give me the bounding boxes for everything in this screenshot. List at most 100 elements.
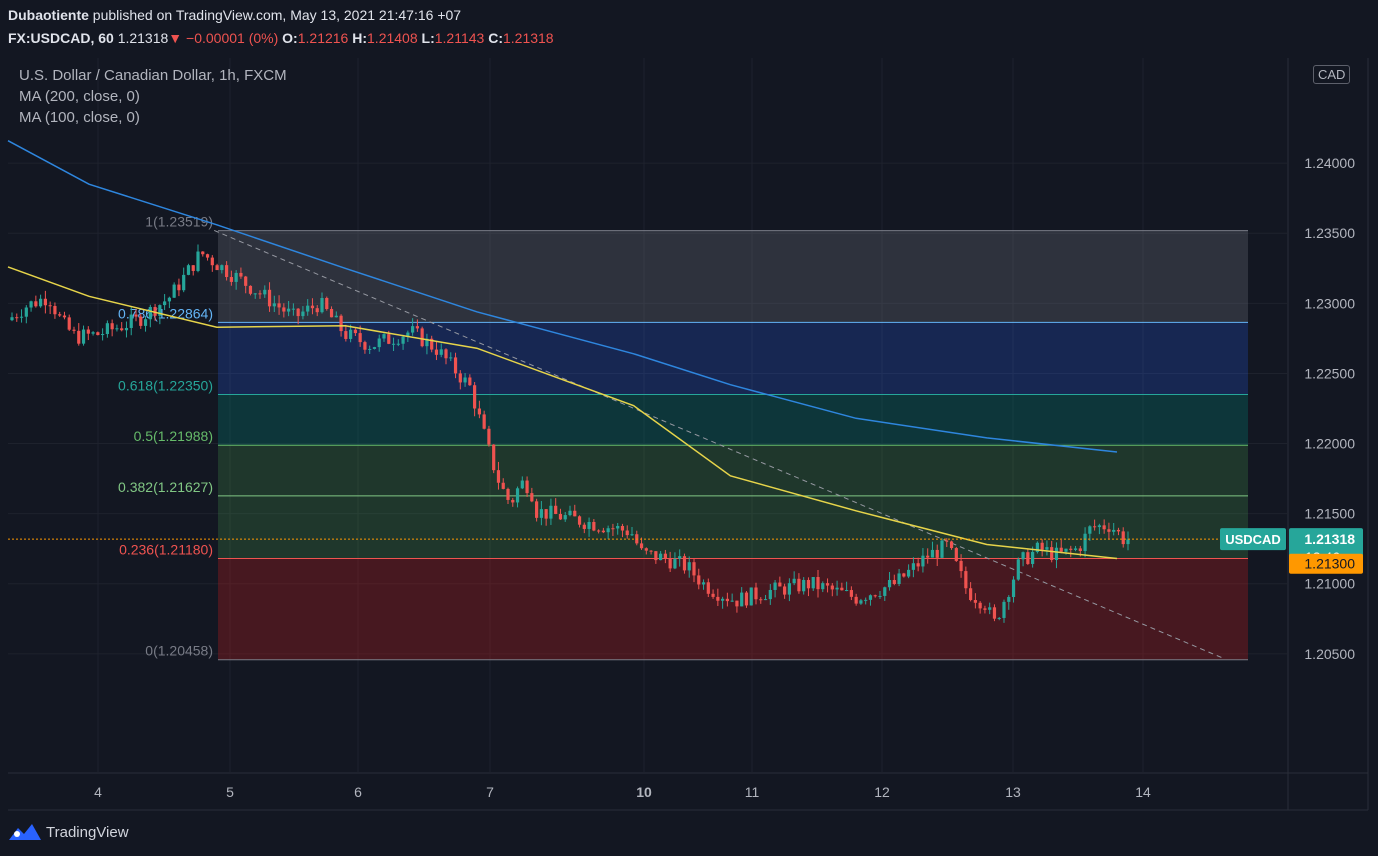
candle-body bbox=[887, 579, 892, 588]
price-tick-label: 1.22500 bbox=[1304, 365, 1355, 381]
candle-body bbox=[248, 285, 253, 294]
close-value: 1.21318 bbox=[502, 30, 554, 46]
candle-body bbox=[992, 607, 997, 619]
candle-body bbox=[463, 377, 467, 383]
candle-body bbox=[845, 590, 849, 592]
candle-body bbox=[368, 348, 372, 350]
candle-body bbox=[1093, 526, 1097, 528]
candle-body bbox=[1121, 531, 1125, 545]
candle-body bbox=[210, 257, 214, 266]
candle-body bbox=[496, 470, 501, 483]
ma200-legend[interactable]: MA (200, close, 0) bbox=[19, 88, 140, 105]
candle-body bbox=[716, 596, 720, 601]
time-tick-label: 13 bbox=[1005, 784, 1021, 800]
fibonacci-retracement[interactable]: 1(1.23519)0.786(1.22864)0.618(1.22350)0.… bbox=[118, 214, 1248, 661]
publication-line: Dubaotiente published on TradingView.com… bbox=[8, 7, 461, 23]
candle-body bbox=[377, 338, 381, 348]
candle-body bbox=[153, 306, 157, 316]
candle-body bbox=[768, 589, 772, 600]
fib-level-label: 0.382(1.21627) bbox=[118, 479, 213, 495]
symbol-label: FX:USDCAD, 60 bbox=[8, 30, 114, 46]
candle-body bbox=[349, 329, 353, 339]
candle-body bbox=[492, 444, 496, 471]
candle-body bbox=[930, 549, 935, 558]
candle-body bbox=[134, 314, 138, 317]
candle-body bbox=[501, 482, 505, 489]
candle-body bbox=[406, 332, 410, 337]
candle-body bbox=[783, 586, 787, 595]
candle-body bbox=[682, 556, 687, 571]
candle-body bbox=[296, 308, 300, 317]
candle-body bbox=[949, 541, 954, 549]
candle-body bbox=[1002, 601, 1006, 618]
candle-body bbox=[434, 349, 439, 355]
candle-body bbox=[344, 331, 348, 339]
candle-body bbox=[725, 598, 729, 602]
candle-body bbox=[763, 599, 768, 601]
candle-body bbox=[539, 509, 543, 518]
candle-body bbox=[468, 377, 472, 386]
candle-body bbox=[415, 326, 419, 329]
candle-body bbox=[601, 530, 605, 533]
candle-body bbox=[253, 293, 257, 295]
candle-body bbox=[673, 558, 677, 569]
open-value: 1.21216 bbox=[297, 30, 349, 46]
low-label: L: bbox=[421, 30, 435, 46]
candle-body bbox=[916, 563, 920, 567]
candle-body bbox=[77, 330, 81, 344]
ma100-legend[interactable]: MA (100, close, 0) bbox=[19, 109, 140, 126]
candle-body bbox=[458, 373, 462, 383]
price-tick-label: 1.23000 bbox=[1304, 295, 1355, 311]
candle-body bbox=[964, 571, 968, 589]
high-label: H: bbox=[352, 30, 368, 46]
candle-body bbox=[477, 408, 481, 415]
candle-body bbox=[287, 308, 291, 312]
candle-body bbox=[220, 265, 224, 271]
candle-body bbox=[1031, 551, 1035, 564]
candle-body bbox=[744, 592, 749, 606]
candle-body bbox=[873, 595, 877, 597]
candle-body bbox=[334, 315, 338, 318]
candle-body bbox=[892, 579, 896, 584]
candle-body bbox=[339, 315, 343, 332]
candle-body bbox=[830, 585, 834, 590]
candle-body bbox=[101, 334, 105, 336]
published-text: published on TradingView.com, May 13, 20… bbox=[92, 7, 462, 23]
candle-body bbox=[263, 289, 267, 295]
candle-body bbox=[158, 305, 162, 316]
candle-body bbox=[506, 488, 510, 500]
currency-badge[interactable]: CAD bbox=[1313, 65, 1351, 84]
candle-body bbox=[487, 428, 491, 445]
candle-body bbox=[234, 272, 238, 282]
candle-body bbox=[983, 608, 987, 610]
candle-body bbox=[148, 306, 152, 320]
candle-body bbox=[568, 510, 572, 516]
candle-body bbox=[58, 314, 62, 316]
candle-body bbox=[926, 555, 930, 558]
tradingview-logo[interactable]: TradingView bbox=[8, 822, 129, 842]
fib-zone bbox=[218, 445, 1248, 496]
candle-body bbox=[191, 265, 195, 271]
candle-body bbox=[291, 308, 295, 310]
price-tick-label: 1.21500 bbox=[1304, 506, 1355, 522]
candle-body bbox=[1088, 526, 1092, 534]
ma100-line bbox=[7, 266, 1118, 560]
candle-body bbox=[554, 505, 558, 514]
candle-body bbox=[825, 583, 830, 586]
candle-body bbox=[611, 528, 615, 530]
candle-body bbox=[72, 329, 76, 331]
candle-body bbox=[1102, 525, 1106, 530]
candle-body bbox=[945, 540, 949, 542]
candle-body bbox=[940, 540, 944, 558]
candle-body bbox=[19, 316, 24, 318]
candle-body bbox=[401, 336, 405, 344]
candle-body bbox=[67, 317, 71, 330]
candle-body bbox=[678, 556, 682, 559]
candle-body bbox=[129, 314, 133, 328]
time-tick-label: 7 bbox=[486, 784, 494, 800]
candle-body bbox=[177, 284, 181, 291]
candle-body bbox=[735, 600, 739, 607]
time-tick-label: 10 bbox=[636, 784, 652, 800]
